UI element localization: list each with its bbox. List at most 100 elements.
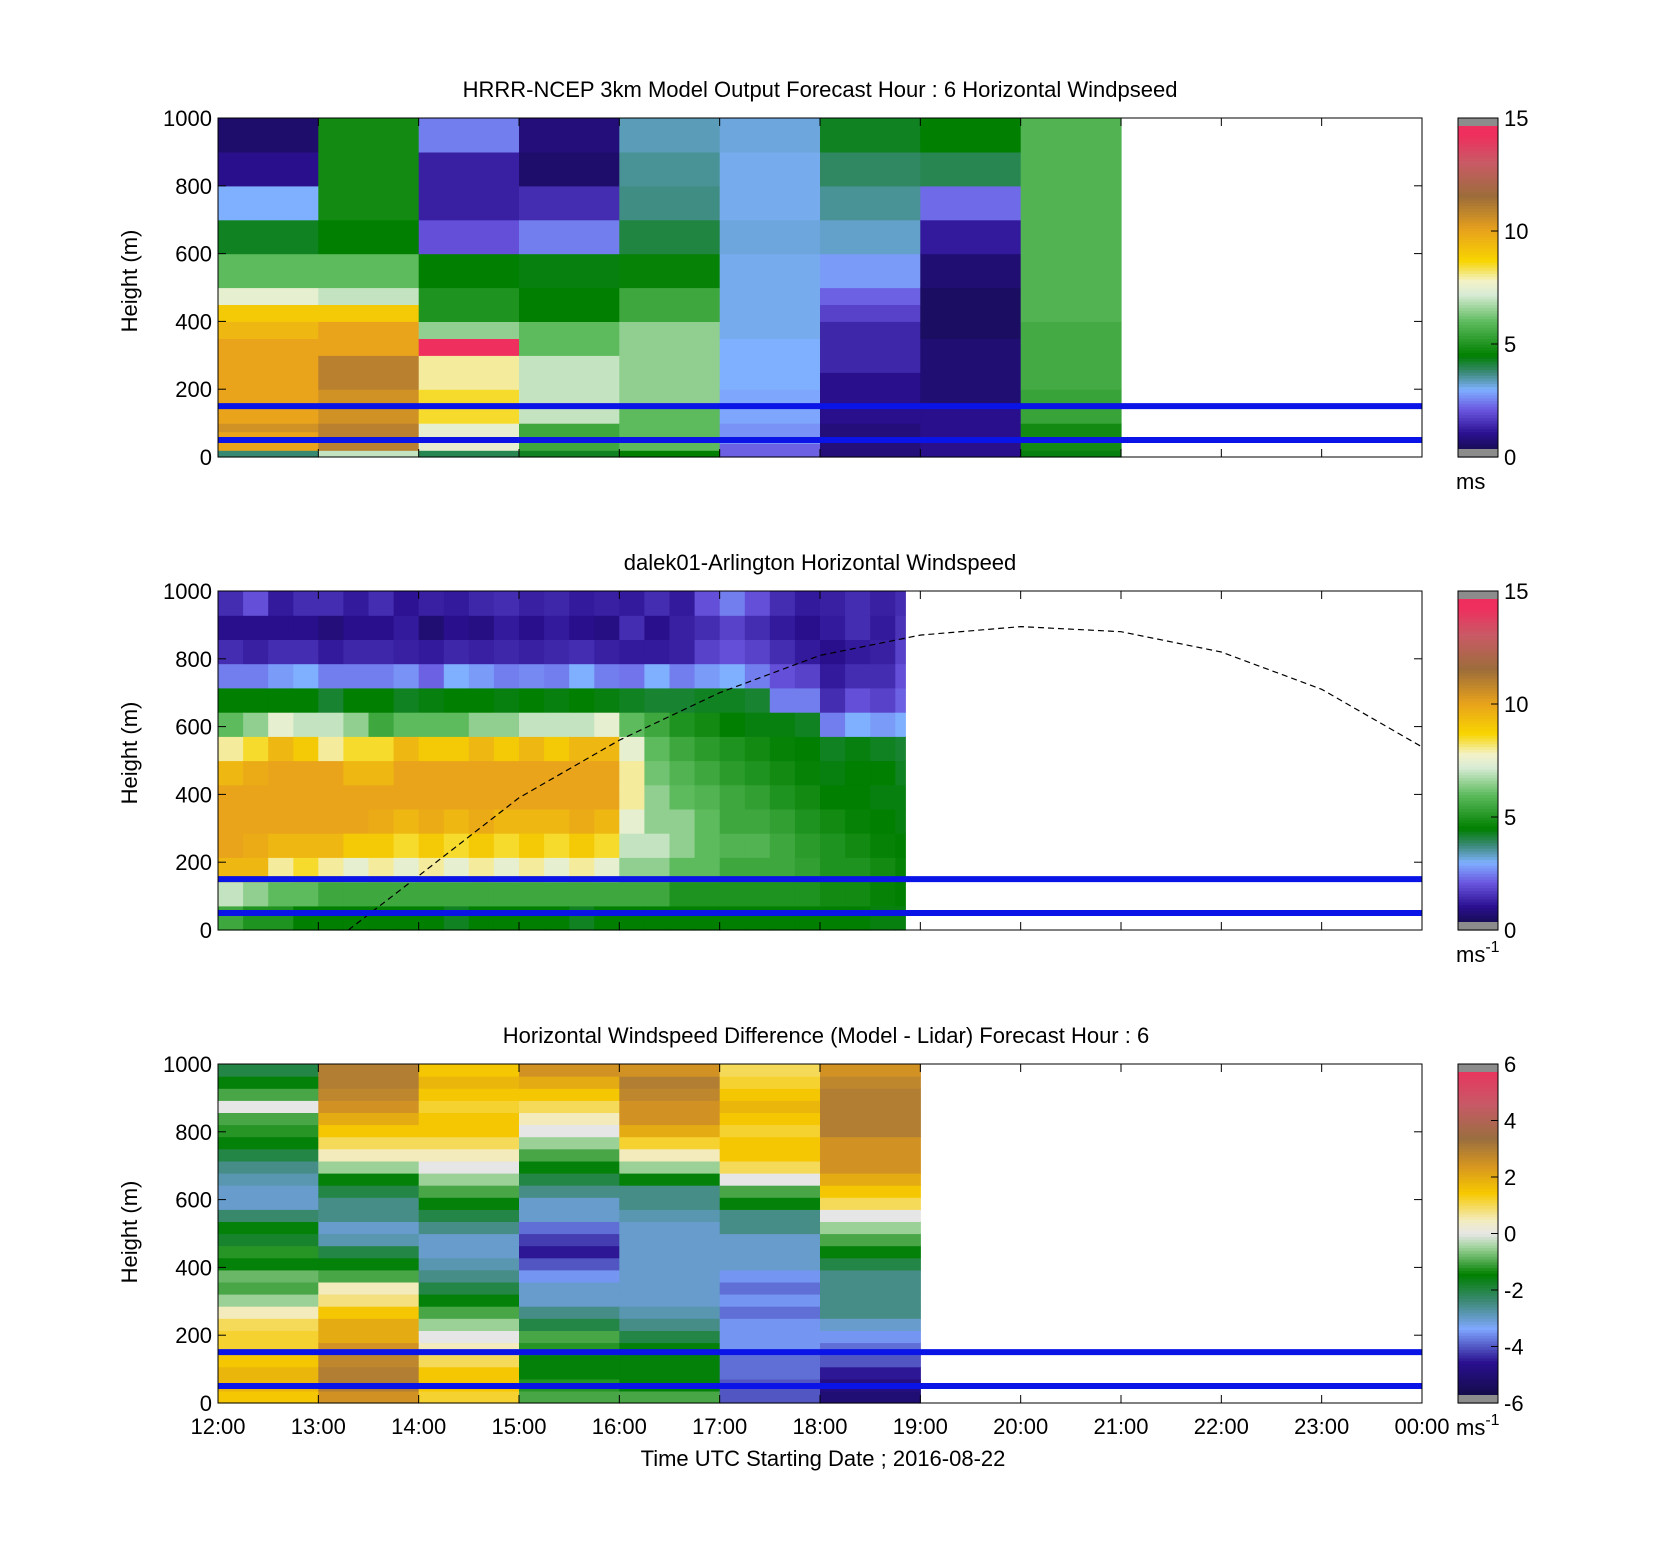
heatmap-cell [318, 1257, 420, 1271]
heatmap-cell [318, 450, 420, 458]
heatmap-cell [619, 1269, 721, 1283]
colorbar-segment [1458, 720, 1498, 725]
colorbar-segment [1458, 225, 1498, 229]
heatmap-cell [218, 1306, 319, 1319]
heatmap-cell [318, 1160, 420, 1174]
heatmap-cell [293, 808, 319, 834]
heatmap-cell [519, 1209, 620, 1222]
heatmap-cell [719, 1390, 821, 1404]
heatmap-cell [519, 1088, 620, 1101]
heatmap-cell [619, 760, 645, 786]
colorbar-segment [1458, 811, 1498, 815]
colorbar-segment [1458, 259, 1498, 263]
heatmap-cell [468, 808, 495, 834]
heatmap-cell [794, 833, 821, 858]
heatmap-cell [243, 615, 269, 640]
y-tick-label: 1000 [163, 106, 212, 131]
colorbar-segment [1458, 1188, 1498, 1192]
heatmap-cell [870, 663, 896, 689]
heatmap-cell [218, 1160, 319, 1174]
colorbar-segment [1458, 1112, 1498, 1116]
heatmap-cell [820, 881, 846, 907]
colorbar-segment [1458, 149, 1498, 153]
colorbar-segment [1458, 1236, 1498, 1240]
colorbar-segment [1458, 1193, 1498, 1198]
colorbar-segment [1458, 856, 1498, 860]
heatmap-cell [418, 1245, 520, 1259]
colorbar-segment [1458, 414, 1498, 419]
colorbar-segment [1458, 1182, 1498, 1187]
colorbar-segment [1458, 208, 1498, 212]
colorbar-segment [1458, 1174, 1498, 1178]
dashed-curve [348, 625, 1423, 931]
heatmap-cell [343, 833, 370, 858]
y-tick-label: 0 [200, 918, 212, 943]
heatmap-cell [694, 760, 721, 786]
heatmap-cell [519, 1221, 620, 1235]
colorbar-segment [1458, 735, 1498, 739]
colorbar-segment [1458, 884, 1498, 889]
heatmap-cell [694, 808, 721, 834]
heatmap-cell [820, 372, 921, 424]
heatmap-cell [418, 1112, 520, 1126]
heatmap-cell [218, 287, 319, 305]
heatmap-cell [769, 687, 796, 713]
colorbar-segment [1458, 698, 1498, 702]
colorbar-segment [1458, 1123, 1498, 1127]
heatmap-cell [468, 784, 495, 810]
heatmap-cell [820, 1136, 921, 1150]
heatmap-cell [569, 615, 595, 640]
heatmap-cell [619, 1197, 721, 1210]
heatmap-cell [820, 1306, 921, 1319]
colorbar-segment [1458, 913, 1498, 917]
colorbar-segment [1458, 1114, 1498, 1119]
heatmap-cell [719, 1257, 821, 1271]
colorbar-segment [1458, 437, 1498, 441]
heatmap-cell [820, 1318, 921, 1331]
heatmap-cell [895, 687, 906, 713]
heatmap-cell [769, 784, 796, 810]
colorbar-segment [1458, 1250, 1498, 1254]
colorbar-tick-label: -6 [1504, 1391, 1524, 1416]
heatmap-cell [343, 905, 370, 931]
heatmap-cell [769, 736, 796, 762]
heatmap-cell [820, 1197, 921, 1210]
heatmap-cell [1020, 118, 1122, 322]
heatmap-cell [669, 736, 696, 762]
colorbar-end-cap [1458, 591, 1498, 599]
heatmap-cell [519, 118, 620, 153]
heatmap-cell [493, 833, 520, 858]
heatmap-cell [719, 591, 746, 616]
colorbar-segment [1458, 1219, 1498, 1223]
y-tick-label: 600 [175, 715, 212, 740]
heatmap-cell [493, 591, 520, 616]
heatmap-cell [218, 1112, 319, 1126]
colorbar-unit-exponent: -1 [1485, 939, 1499, 956]
colorbar-segment [1458, 1360, 1498, 1365]
colorbar-segment [1458, 222, 1498, 226]
heatmap-cell [218, 1100, 319, 1113]
colorbar-segment [1458, 377, 1498, 382]
heatmap-cell [719, 1294, 821, 1307]
heatmap-cell [895, 808, 906, 834]
heatmap-cell [519, 833, 545, 858]
colorbar-segment [1458, 394, 1498, 399]
heatmap-cell [619, 687, 645, 713]
colorbar-end-cap [1458, 1064, 1498, 1072]
heatmap-cell [594, 760, 620, 786]
heatmap-cell [519, 639, 545, 665]
heatmap-cell [694, 905, 721, 931]
heatmap-cell [619, 1233, 721, 1247]
heatmap-cell [418, 1124, 520, 1138]
colorbar-segment [1458, 1278, 1498, 1283]
colorbar-segment [1458, 1241, 1498, 1246]
heatmap-cell [870, 591, 896, 616]
heatmap-cell [619, 808, 645, 834]
heatmap-cell [820, 151, 921, 187]
colorbar-segment [1458, 1340, 1498, 1345]
heatmap-cell [719, 1088, 821, 1101]
colorbar-end-cap [1458, 118, 1498, 126]
panel-difference: Horizontal Windspeed Difference (Model -… [117, 1023, 1524, 1471]
heatmap-cell [719, 639, 746, 665]
colorbar-segment [1458, 233, 1498, 238]
